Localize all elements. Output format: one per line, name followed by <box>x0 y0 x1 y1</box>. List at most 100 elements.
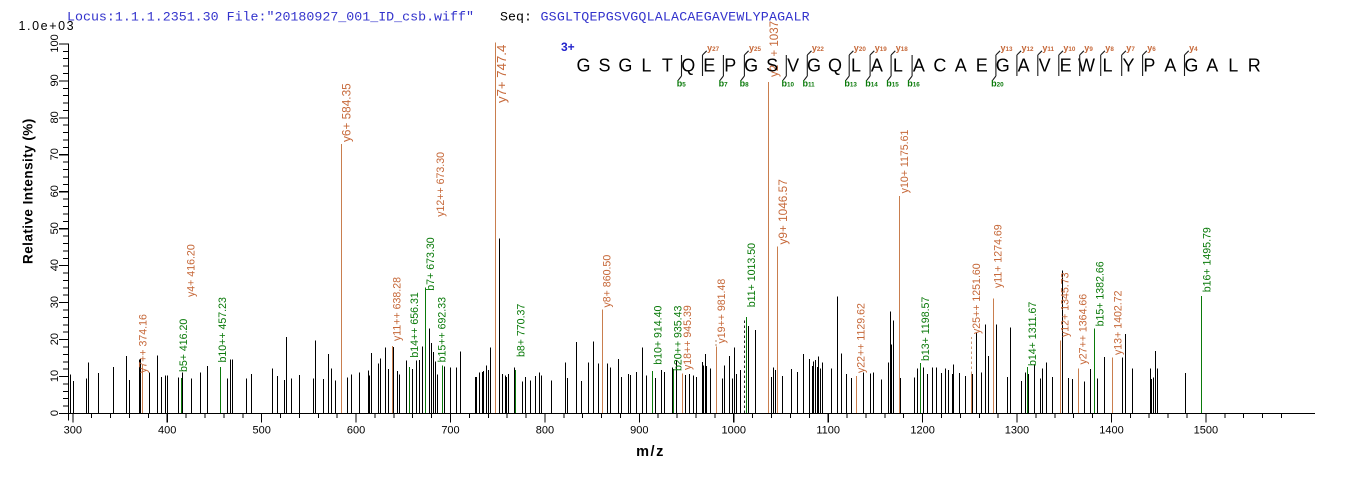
svg-text:1300: 1300 <box>1005 425 1029 437</box>
svg-text:y25++ 1251.60: y25++ 1251.60 <box>971 263 983 334</box>
svg-text:G: G <box>1184 56 1198 76</box>
svg-text:b10+ 914.40: b10+ 914.40 <box>652 305 664 364</box>
svg-text:b15+ 1382.66: b15+ 1382.66 <box>1095 261 1107 326</box>
svg-text:y12+ 1345.73: y12+ 1345.73 <box>1060 272 1072 337</box>
svg-text:800: 800 <box>536 425 554 437</box>
svg-text:y9: y9 <box>1084 43 1093 53</box>
svg-text:y22: y22 <box>812 43 825 53</box>
svg-text:b14++ 656.31: b14++ 656.31 <box>409 292 421 358</box>
svg-text:Q: Q <box>828 56 842 76</box>
svg-text:b8+ 770.37: b8+ 770.37 <box>516 304 528 357</box>
svg-text:b15++ 692.33: b15++ 692.33 <box>436 297 448 363</box>
svg-text:1200: 1200 <box>910 425 934 437</box>
svg-text:A: A <box>1206 56 1218 76</box>
svg-text:Y: Y <box>1122 56 1134 76</box>
svg-text:b7+ 673.30: b7+ 673.30 <box>425 237 437 290</box>
svg-text:y19++ 981.48: y19++ 981.48 <box>716 279 728 344</box>
svg-text:b16+ 1495.79: b16+ 1495.79 <box>1201 227 1213 292</box>
svg-text:y7: y7 <box>1126 43 1135 53</box>
svg-text:20: 20 <box>49 333 61 345</box>
svg-text:b8: b8 <box>740 79 750 89</box>
svg-text:700: 700 <box>441 425 459 437</box>
svg-text:L: L <box>893 56 903 76</box>
svg-text:100: 100 <box>49 34 61 52</box>
svg-text:S: S <box>766 56 778 76</box>
svg-text:P: P <box>1143 56 1155 76</box>
svg-text:L: L <box>641 56 651 76</box>
svg-text:0: 0 <box>49 410 61 416</box>
svg-text:C: C <box>933 56 946 76</box>
svg-text:300: 300 <box>64 425 82 437</box>
svg-text:b5: b5 <box>677 79 687 89</box>
svg-text:b11: b11 <box>803 79 816 89</box>
svg-text:y25: y25 <box>749 43 762 53</box>
svg-text:600: 600 <box>347 425 365 437</box>
svg-text:y10+ 1175.61: y10+ 1175.61 <box>899 129 911 193</box>
svg-text:50: 50 <box>49 222 61 234</box>
svg-text:b7: b7 <box>719 79 729 89</box>
svg-text:G: G <box>618 56 632 76</box>
svg-text:G: G <box>576 56 590 76</box>
svg-text:V: V <box>787 56 799 76</box>
svg-text:T: T <box>662 56 673 76</box>
svg-text:A: A <box>1018 56 1030 76</box>
svg-text:1400: 1400 <box>1099 425 1123 437</box>
svg-text:60: 60 <box>49 185 61 197</box>
svg-text:y19: y19 <box>875 43 888 53</box>
svg-text:70: 70 <box>49 148 61 160</box>
svg-text:b14+ 1311.67: b14+ 1311.67 <box>1027 302 1039 366</box>
svg-text:+ 1037: + 1037 <box>769 21 781 57</box>
svg-text:b16: b16 <box>907 79 920 89</box>
svg-text:1.0e+03: 1.0e+03 <box>19 19 76 33</box>
svg-text:b14: b14 <box>865 79 878 89</box>
svg-text:y18++ 945.39: y18++ 945.39 <box>682 305 694 370</box>
svg-text:P: P <box>724 56 736 76</box>
svg-text:1500: 1500 <box>1194 425 1218 437</box>
svg-text:b5+ 416.20: b5+ 416.20 <box>178 319 190 372</box>
svg-text:Q: Q <box>681 56 695 76</box>
svg-text:y18: y18 <box>896 43 909 53</box>
svg-text:G: G <box>744 56 758 76</box>
svg-text:b15: b15 <box>886 79 899 89</box>
svg-text:y8+ 860.50: y8+ 860.50 <box>602 255 614 308</box>
svg-text:E: E <box>703 56 715 76</box>
svg-text:y6: y6 <box>1147 43 1156 53</box>
svg-text:y13: y13 <box>1001 43 1014 53</box>
svg-text:GSGLTQEPGSVGQLALACAEGAVEWLYPAG: GSGLTQEPGSVGQLALACAEGAVEWLYPAGALR <box>541 10 810 25</box>
svg-text:L: L <box>1228 56 1238 76</box>
svg-text:y4: y4 <box>1189 43 1198 53</box>
svg-text:Locus:1.1.1.2351.30 File:"2018: Locus:1.1.1.2351.30 File:"20180927_001_I… <box>67 10 474 25</box>
svg-text:b20: b20 <box>991 79 1004 89</box>
svg-text:A: A <box>871 56 883 76</box>
svg-text:y12++ 673.30: y12++ 673.30 <box>435 152 447 217</box>
svg-text:y7+ 747.4: y7+ 747.4 <box>494 45 509 103</box>
svg-text:b11+ 1013.50: b11+ 1013.50 <box>746 243 758 307</box>
svg-text:y8: y8 <box>1105 43 1114 53</box>
svg-text:80: 80 <box>49 111 61 123</box>
svg-text:y6+ 584.35: y6+ 584.35 <box>340 83 354 142</box>
svg-text:b13: b13 <box>844 79 857 89</box>
svg-text:A: A <box>955 56 967 76</box>
svg-text:L: L <box>851 56 861 76</box>
svg-text:A: A <box>913 56 925 76</box>
svg-text:R: R <box>1248 56 1261 76</box>
svg-text:40: 40 <box>49 259 61 271</box>
svg-text:900: 900 <box>630 425 648 437</box>
svg-text:y11++ 638.28: y11++ 638.28 <box>392 277 404 341</box>
svg-text:400: 400 <box>158 425 176 437</box>
svg-text:Seq:: Seq: <box>500 10 532 25</box>
svg-text:b10++ 457.23: b10++ 457.23 <box>217 297 229 363</box>
svg-text:W: W <box>1078 56 1095 76</box>
svg-text:Relative Intensity (%): Relative Intensity (%) <box>20 118 35 264</box>
svg-text:b13+ 1198.57: b13+ 1198.57 <box>920 297 932 361</box>
svg-text:1000: 1000 <box>722 425 746 437</box>
svg-text:y12: y12 <box>1022 43 1035 53</box>
svg-text:V: V <box>1039 56 1051 76</box>
svg-text:G: G <box>807 56 821 76</box>
svg-text:A: A <box>1164 56 1176 76</box>
svg-text:b10: b10 <box>782 79 795 89</box>
svg-text:G: G <box>996 56 1010 76</box>
svg-text:y20: y20 <box>854 43 867 53</box>
svg-text:y10: y10 <box>1063 43 1076 53</box>
svg-text:L: L <box>1102 56 1112 76</box>
